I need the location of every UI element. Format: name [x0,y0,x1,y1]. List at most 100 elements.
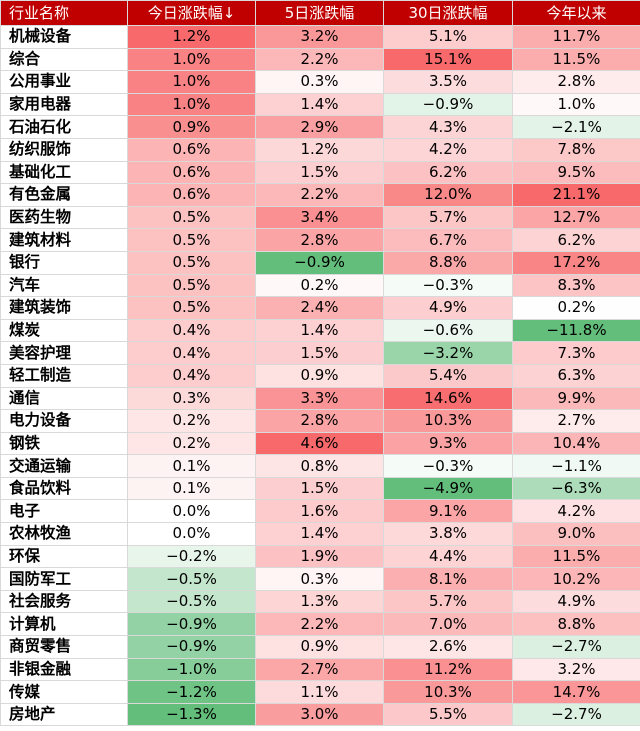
cell-today-change: 0.5% [127,273,256,298]
table-row: 家用电器 1.0% 1.4% −0.9% 1.0% [0,92,640,117]
cell-ytd-change: 12.7% [512,205,640,230]
cell-today-change: −0.9% [127,635,256,659]
cell-ytd-change: −1.1% [512,454,640,478]
header-5day-change[interactable]: 5日涨跌幅 [255,0,384,26]
cell-industry-name: 建筑装饰 [0,296,128,320]
cell-30day-change: 4.9% [383,296,513,320]
cell-industry-name: 环保 [0,544,128,569]
cell-5day-change: 2.8% [255,228,384,252]
cell-5day-change: 0.2% [255,273,384,298]
table-row: 煤炭 0.4% 1.4% −0.6% −11.8% [0,318,640,343]
cell-industry-name: 电子 [0,499,128,524]
cell-5day-change: 0.8% [255,454,384,478]
header-industry-name[interactable]: 行业名称 [0,0,128,26]
cell-5day-change: 4.6% [255,431,384,456]
cell-ytd-change: 2.8% [512,70,640,94]
cell-5day-change: 1.5% [255,476,384,501]
cell-30day-change: 5.7% [383,205,513,230]
table-row: 有色金属 0.6% 2.2% 12.0% 21.1% [0,183,640,207]
table-row: 综合 1.0% 2.2% 15.1% 11.5% [0,47,640,72]
cell-5day-change: 2.8% [255,409,384,433]
cell-industry-name: 房地产 [0,702,128,727]
cell-today-change: 0.5% [127,228,256,252]
cell-industry-name: 钢铁 [0,431,128,456]
cell-ytd-change: 6.2% [512,228,640,252]
cell-ytd-change: −2.7% [512,635,640,659]
table-row: 汽车 0.5% 0.2% −0.3% 8.3% [0,273,640,298]
cell-industry-name: 有色金属 [0,183,128,207]
cell-5day-change: 0.3% [255,567,384,591]
cell-today-change: −1.0% [127,657,256,682]
cell-today-change: 0.6% [127,183,256,207]
cell-5day-change: 3.3% [255,386,384,411]
cell-30day-change: −0.3% [383,273,513,298]
cell-industry-name: 综合 [0,47,128,72]
cell-today-change: 0.3% [127,386,256,411]
header-ytd-change[interactable]: 今年以来 [512,0,640,26]
cell-today-change: −0.9% [127,612,256,637]
cell-5day-change: 1.5% [255,341,384,365]
cell-30day-change: 5.5% [383,702,513,727]
cell-30day-change: 15.1% [383,47,513,72]
cell-industry-name: 煤炭 [0,318,128,343]
cell-30day-change: −3.2% [383,341,513,365]
cell-industry-name: 通信 [0,386,128,411]
cell-industry-name: 商贸零售 [0,635,128,659]
cell-30day-change: 5.7% [383,589,513,614]
cell-ytd-change: 7.8% [512,137,640,162]
cell-30day-change: 12.0% [383,183,513,207]
cell-industry-name: 电力设备 [0,409,128,433]
cell-5day-change: 0.9% [255,363,384,388]
table-row: 电力设备 0.2% 2.8% 10.3% 2.7% [0,409,640,433]
cell-ytd-change: 3.2% [512,657,640,682]
header-row: 行业名称 今日涨跌幅↓ 5日涨跌幅 30日涨跌幅 今年以来 [0,0,640,26]
cell-today-change: 0.1% [127,454,256,478]
cell-today-change: 1.0% [127,70,256,94]
header-30day-change[interactable]: 30日涨跌幅 [383,0,513,26]
table-row: 轻工制造 0.4% 0.9% 5.4% 6.3% [0,363,640,388]
cell-today-change: 0.1% [127,476,256,501]
cell-today-change: 0.6% [127,137,256,162]
table-row: 石油石化 0.9% 2.9% 4.3% −2.1% [0,115,640,139]
cell-ytd-change: 10.4% [512,431,640,456]
cell-today-change: −0.5% [127,589,256,614]
cell-30day-change: 9.3% [383,431,513,456]
table-row: 建筑装饰 0.5% 2.4% 4.9% 0.2% [0,296,640,320]
cell-ytd-change: 2.7% [512,409,640,433]
cell-ytd-change: 7.3% [512,341,640,365]
table-row: 美容护理 0.4% 1.5% −3.2% 7.3% [0,341,640,365]
cell-today-change: −1.3% [127,702,256,727]
cell-today-change: −0.5% [127,567,256,591]
cell-5day-change: 1.3% [255,589,384,614]
cell-ytd-change: 1.0% [512,92,640,117]
cell-industry-name: 银行 [0,250,128,275]
cell-industry-name: 建筑材料 [0,228,128,252]
cell-ytd-change: −2.7% [512,702,640,727]
cell-industry-name: 医药生物 [0,205,128,230]
cell-30day-change: 14.6% [383,386,513,411]
cell-30day-change: −0.9% [383,92,513,117]
header-today-change[interactable]: 今日涨跌幅↓ [127,0,256,26]
table-row: 基础化工 0.6% 1.5% 6.2% 9.5% [0,160,640,185]
cell-today-change: 0.2% [127,409,256,433]
cell-ytd-change: −6.3% [512,476,640,501]
cell-industry-name: 交通运输 [0,454,128,478]
cell-ytd-change: −2.1% [512,115,640,139]
cell-30day-change: 5.4% [383,363,513,388]
cell-30day-change: 2.6% [383,635,513,659]
cell-30day-change: 10.3% [383,409,513,433]
cell-5day-change: 0.3% [255,70,384,94]
cell-industry-name: 公用事业 [0,70,128,94]
cell-ytd-change: 11.5% [512,544,640,569]
cell-5day-change: 2.7% [255,657,384,682]
cell-today-change: 1.0% [127,92,256,117]
cell-industry-name: 石油石化 [0,115,128,139]
cell-industry-name: 基础化工 [0,160,128,185]
cell-ytd-change: 8.3% [512,273,640,298]
cell-ytd-change: 0.2% [512,296,640,320]
table-row: 房地产 −1.3% 3.0% 5.5% −2.7% [0,702,640,727]
cell-ytd-change: 9.0% [512,522,640,546]
cell-today-change: 0.6% [127,160,256,185]
cell-today-change: 0.4% [127,341,256,365]
